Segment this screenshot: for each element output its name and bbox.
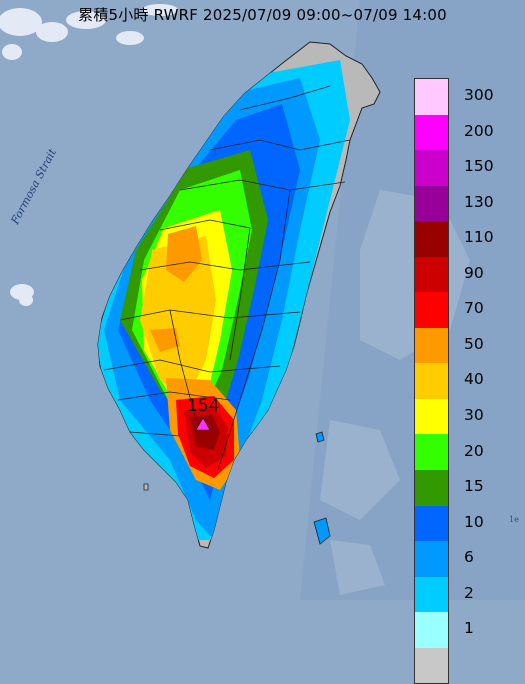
legend-label: 15: [464, 477, 484, 496]
rainfall-map: 累積5小時 RWRF 2025/07/09 09:00~07/09 14:00 …: [0, 4, 519, 684]
rain-zone-110mm: [190, 414, 220, 450]
legend-swatch: [415, 434, 448, 471]
county-boundaries: [103, 85, 351, 471]
legend-swatch: [415, 150, 448, 186]
legend-label: 30: [464, 406, 484, 425]
legend-label: 10: [464, 512, 484, 531]
legend-swatch: [415, 292, 448, 328]
legend-label: 1: [464, 619, 474, 638]
legend-label: 2: [464, 583, 474, 602]
legend-swatch: [415, 79, 448, 115]
legend-swatch: [415, 612, 448, 648]
legend-label: 110: [464, 228, 494, 247]
legend-swatch: [415, 327, 448, 364]
legend-label: 40: [464, 370, 484, 389]
legend-label: 6: [464, 548, 474, 567]
green-island: [315, 431, 325, 443]
legend-swatch: [415, 363, 448, 399]
legend-colorbar: [414, 78, 449, 684]
legend-swatch: [415, 541, 448, 577]
map-title: 累積5小時 RWRF 2025/07/09 09:00~07/09 14:00: [78, 6, 447, 24]
clouds: [0, 4, 178, 306]
legend-swatch: [415, 505, 448, 542]
legend-swatch: [415, 185, 448, 222]
small-islet: [143, 483, 149, 491]
rain-zone-40mm: [140, 236, 216, 400]
edge-label: 1e: [509, 515, 519, 524]
legend-swatch: [415, 470, 448, 506]
legend-label: 150: [464, 157, 494, 176]
legend-label: 300: [464, 86, 494, 104]
rain-zone-50mm-central: [150, 328, 180, 352]
legend-swatch: [415, 256, 448, 293]
legend-label: 130: [464, 192, 494, 211]
legend-label: 70: [464, 299, 484, 318]
legend-label: 90: [464, 263, 484, 282]
legend-swatch: [415, 647, 448, 684]
rain-zone-50mm: [166, 226, 202, 282]
rainfall-field: [98, 60, 350, 540]
legend-swatch: [415, 221, 448, 257]
legend-swatch: [415, 114, 448, 151]
orchid-island: [313, 517, 331, 545]
legend-label: 20: [464, 441, 484, 460]
legend-label: 50: [464, 334, 484, 353]
peak-marker-icon: [195, 417, 211, 431]
legend-swatch: [415, 398, 448, 435]
peak-value-label: 154: [187, 396, 220, 416]
islets: [143, 431, 331, 545]
legend-label: 200: [464, 121, 494, 140]
legend-swatch: [415, 576, 448, 613]
